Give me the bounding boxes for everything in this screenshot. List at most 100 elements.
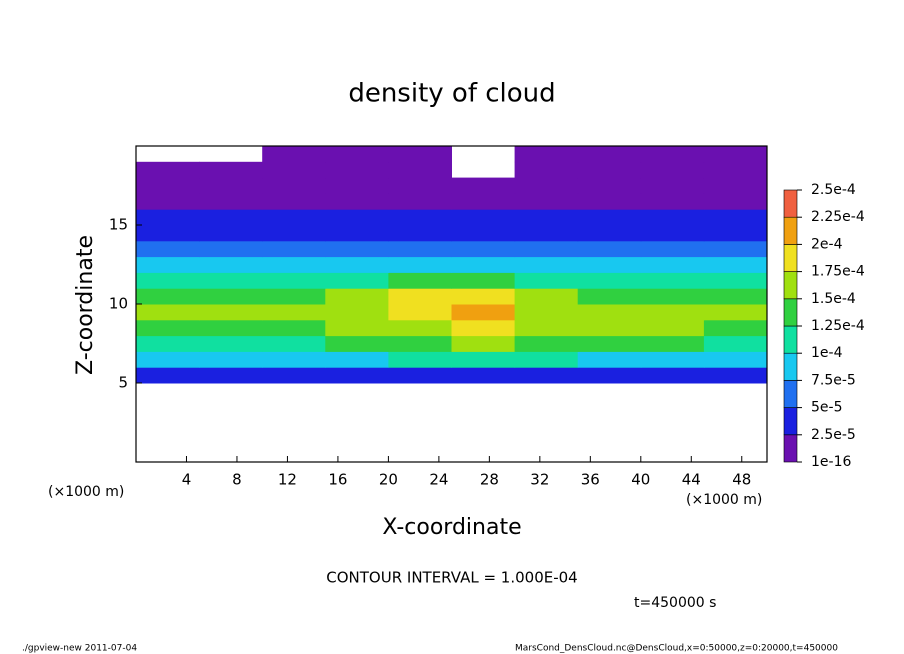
heatmap-cell bbox=[199, 288, 263, 305]
footer-right: MarsCond_DensCloud.nc@DensCloud,x=0:5000… bbox=[515, 644, 838, 654]
heatmap-cell bbox=[325, 193, 389, 210]
heatmap-cell bbox=[703, 193, 768, 210]
heatmap-cell bbox=[451, 177, 516, 194]
heatmap-cell bbox=[451, 256, 516, 273]
heatmap-cell bbox=[388, 304, 452, 321]
heatmap-cell bbox=[325, 319, 389, 337]
heatmap-cell bbox=[451, 304, 516, 321]
heatmap-cell bbox=[703, 225, 768, 242]
colorbar-band bbox=[783, 407, 798, 436]
x-axis-label: X-coordinate bbox=[382, 515, 521, 540]
heatmap-cell bbox=[577, 304, 642, 321]
heatmap-cell bbox=[199, 367, 263, 384]
colorbar-band bbox=[783, 271, 798, 300]
heatmap-cell bbox=[703, 304, 768, 321]
heatmap-cell bbox=[262, 161, 326, 179]
heatmap-cell bbox=[514, 335, 579, 352]
heatmap-cell bbox=[451, 240, 516, 258]
heatmap-cell bbox=[262, 177, 326, 194]
colorbar-tick-label: 1e-16 bbox=[811, 454, 851, 470]
heatmap-cell bbox=[199, 272, 263, 289]
heatmap bbox=[136, 146, 768, 384]
contour-note: CONTOUR INTERVAL = 1.000E-04 bbox=[326, 569, 577, 587]
heatmap-cell bbox=[640, 319, 705, 337]
heatmap-cell bbox=[640, 209, 705, 226]
heatmap-cell bbox=[325, 225, 389, 242]
colorbar-tick-label: 1.5e-4 bbox=[811, 291, 856, 307]
x-tick-label: 28 bbox=[480, 471, 499, 489]
heatmap-cell bbox=[136, 367, 200, 384]
heatmap-cell bbox=[199, 193, 263, 210]
colorbar-band bbox=[783, 352, 798, 381]
heatmap-cell bbox=[325, 146, 389, 163]
heatmap-cell bbox=[514, 288, 579, 305]
x-tick-label: 36 bbox=[581, 471, 600, 489]
x-tick-label: 16 bbox=[328, 471, 347, 489]
x-unit-label: (×1000 m) bbox=[686, 492, 762, 508]
heatmap-cell bbox=[703, 161, 768, 179]
heatmap-cell bbox=[325, 272, 389, 289]
heatmap-cell bbox=[640, 304, 705, 321]
heatmap-cell bbox=[577, 272, 642, 289]
heatmap-cell bbox=[325, 367, 389, 384]
heatmap-cell bbox=[577, 146, 642, 163]
y-tick-label: 15 bbox=[109, 216, 128, 234]
heatmap-cell bbox=[388, 351, 452, 368]
heatmap-cell bbox=[640, 161, 705, 179]
heatmap-cell bbox=[136, 256, 200, 273]
heatmap-cell bbox=[388, 161, 452, 179]
footer-left: ./gpview-new 2011-07-04 bbox=[22, 644, 137, 654]
heatmap-cell bbox=[514, 240, 579, 258]
heatmap-cell bbox=[262, 240, 326, 258]
heatmap-cell bbox=[199, 304, 263, 321]
x-tick-label: 24 bbox=[429, 471, 448, 489]
heatmap-cell bbox=[577, 193, 642, 210]
heatmap-cell bbox=[514, 319, 579, 337]
heatmap-cell bbox=[262, 335, 326, 352]
heatmap-cell bbox=[514, 256, 579, 273]
colorbar-tick-label: 2.25e-4 bbox=[811, 209, 865, 225]
heatmap-cell bbox=[514, 209, 579, 226]
heatmap-cell bbox=[451, 272, 516, 289]
chart-title: density of cloud bbox=[348, 79, 555, 109]
heatmap-cell bbox=[262, 304, 326, 321]
heatmap-cell bbox=[514, 367, 579, 384]
heatmap-cell bbox=[136, 240, 200, 258]
colorbar-band bbox=[783, 434, 798, 463]
x-tick-label: 40 bbox=[631, 471, 650, 489]
heatmap-cell bbox=[514, 351, 579, 368]
heatmap-cell bbox=[136, 225, 200, 242]
heatmap-cell bbox=[703, 367, 768, 384]
heatmap-cell bbox=[325, 209, 389, 226]
heatmap-cell bbox=[577, 367, 642, 384]
heatmap-cell bbox=[577, 240, 642, 258]
heatmap-cell bbox=[262, 272, 326, 289]
heatmap-cell bbox=[199, 256, 263, 273]
heatmap-cell bbox=[514, 272, 579, 289]
colorbar-band bbox=[783, 189, 798, 218]
heatmap-cell bbox=[451, 351, 516, 368]
heatmap-cell bbox=[325, 256, 389, 273]
heatmap-cell bbox=[640, 272, 705, 289]
heatmap-cell bbox=[514, 146, 579, 163]
heatmap-cell bbox=[262, 367, 326, 384]
heatmap-cell bbox=[577, 319, 642, 337]
heatmap-cell bbox=[262, 288, 326, 305]
heatmap-cell bbox=[262, 209, 326, 226]
heatmap-cell bbox=[262, 351, 326, 368]
x-tick-label: 48 bbox=[732, 471, 751, 489]
heatmap-cell bbox=[136, 209, 200, 226]
x-tick-label: 44 bbox=[682, 471, 701, 489]
colorbar-band bbox=[783, 244, 798, 272]
colorbar-tick-label: 1e-4 bbox=[811, 345, 843, 361]
heatmap-cell bbox=[136, 193, 200, 210]
x-tick-label: 4 bbox=[182, 471, 192, 489]
heatmap-cell bbox=[136, 351, 200, 368]
heatmap-cell bbox=[262, 225, 326, 242]
heatmap-cell bbox=[640, 193, 705, 210]
colorbar-tick-label: 1.25e-4 bbox=[811, 318, 865, 334]
heatmap-cell bbox=[640, 256, 705, 273]
colorbar-band bbox=[783, 325, 798, 354]
